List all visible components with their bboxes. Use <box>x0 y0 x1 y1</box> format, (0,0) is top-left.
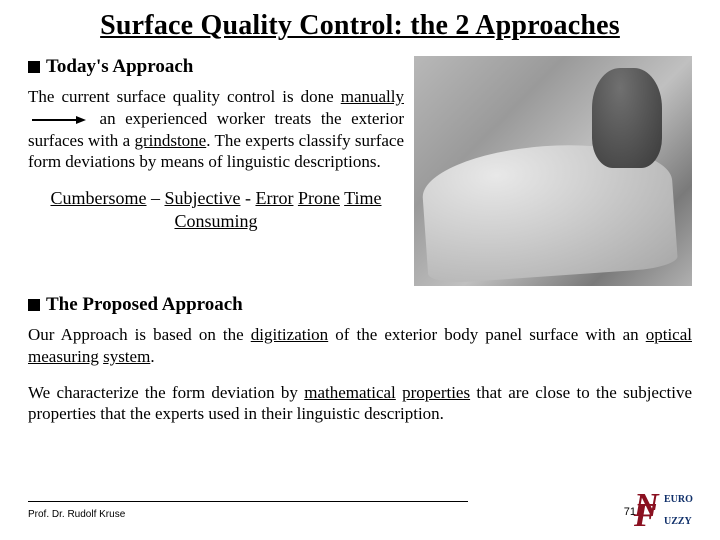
underline-mathematical: mathematical <box>304 383 396 402</box>
section1-paragraph: The current surface quality control is d… <box>28 86 404 173</box>
slide-title: Surface Quality Control: the 2 Approache… <box>28 10 692 42</box>
text: of the exterior body panel surface with … <box>328 325 646 344</box>
footer-author: Prof. Dr. Rudolf Kruse <box>28 509 125 520</box>
underline-properties: properties <box>402 383 470 402</box>
section1-summary: Cumbersome – Subjective - Error Prone Ti… <box>28 187 404 234</box>
underline-grindstone: grindstone <box>134 131 206 150</box>
underline-measuring: measuring <box>28 347 99 366</box>
logo-letter-f: F <box>633 497 657 528</box>
section2-paragraph-1: Our Approach is based on the digitizatio… <box>28 324 692 368</box>
section2-paragraph-2: We characterize the form deviation by ma… <box>28 382 692 426</box>
section1-heading-row: Today's Approach <box>28 56 404 78</box>
underline-manually: manually <box>341 87 404 106</box>
summary-word: Consuming <box>174 211 257 231</box>
section1-heading: Today's Approach <box>46 56 193 78</box>
summary-word: Subjective <box>164 188 240 208</box>
bullet-icon <box>28 299 40 311</box>
arrow-icon <box>32 115 86 125</box>
summary-word: Error <box>255 188 293 208</box>
underline-system: system <box>103 347 150 366</box>
bullet-icon <box>28 61 40 73</box>
text: We characterize the form deviation by <box>28 383 304 402</box>
section2-heading: The Proposed Approach <box>46 294 243 316</box>
illustration-photo <box>414 56 692 286</box>
logo-word-bot: UZZY <box>664 516 693 527</box>
neuro-fuzzy-logo: N EURO F UZZY <box>632 486 702 528</box>
text: - <box>240 188 255 208</box>
text: Our Approach is based on the <box>28 325 251 344</box>
logo-word-top: EURO <box>664 494 693 505</box>
text: . <box>150 347 154 366</box>
summary-word: Time <box>344 188 381 208</box>
footer-rule <box>28 501 468 502</box>
section2-heading-row: The Proposed Approach <box>28 294 692 316</box>
underline-optical: optical <box>646 325 692 344</box>
underline-digitization: digitization <box>251 325 328 344</box>
summary-word: Cumbersome <box>50 188 146 208</box>
text: – <box>146 188 164 208</box>
summary-word: Prone <box>298 188 340 208</box>
text: The current surface quality control is d… <box>28 87 341 106</box>
